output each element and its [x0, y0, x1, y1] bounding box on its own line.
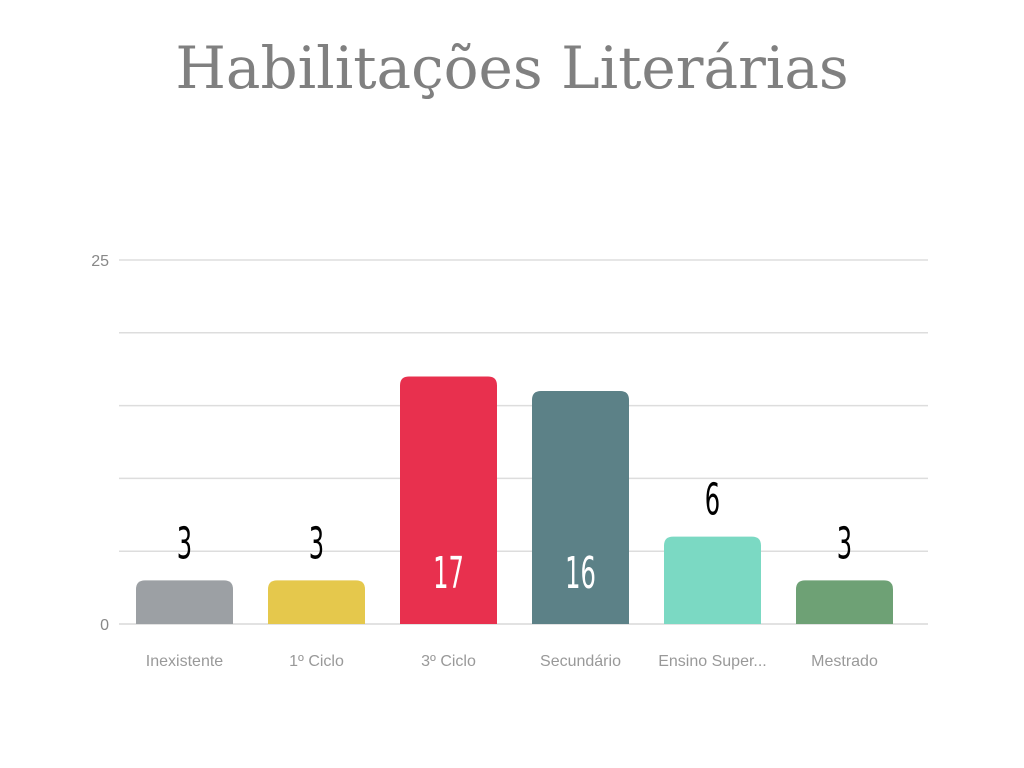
bar [400, 376, 497, 624]
value-label: 3 [177, 519, 192, 570]
bar [268, 580, 365, 624]
value-labels: 3 3 17 16 6 3 [177, 475, 852, 599]
bar [664, 536, 761, 624]
grid-lines [119, 259, 928, 625]
category-label: Secundário [540, 653, 621, 670]
category-label: Inexistente [146, 653, 223, 670]
category-label: Mestrado [811, 653, 878, 670]
y-axis-ticks: 0 25 [91, 253, 109, 634]
bar [796, 580, 893, 624]
y-tick-label: 0 [100, 617, 109, 634]
y-tick-label: 25 [91, 253, 109, 270]
bars [136, 376, 893, 624]
bar [532, 391, 629, 624]
value-label: 16 [565, 548, 596, 599]
category-label: 1º Ciclo [289, 653, 344, 670]
value-label: 3 [837, 519, 852, 570]
value-label: 17 [433, 548, 464, 599]
category-label: 3º Ciclo [421, 653, 476, 670]
bar [136, 580, 233, 624]
category-label: Ensino Super... [658, 653, 767, 670]
value-label: 3 [309, 519, 324, 570]
value-label: 6 [705, 475, 720, 526]
chart-title: Habilitações Literárias [175, 34, 849, 102]
category-labels: Inexistente 1º Ciclo 3º Ciclo Secundário Ens… [146, 653, 878, 670]
